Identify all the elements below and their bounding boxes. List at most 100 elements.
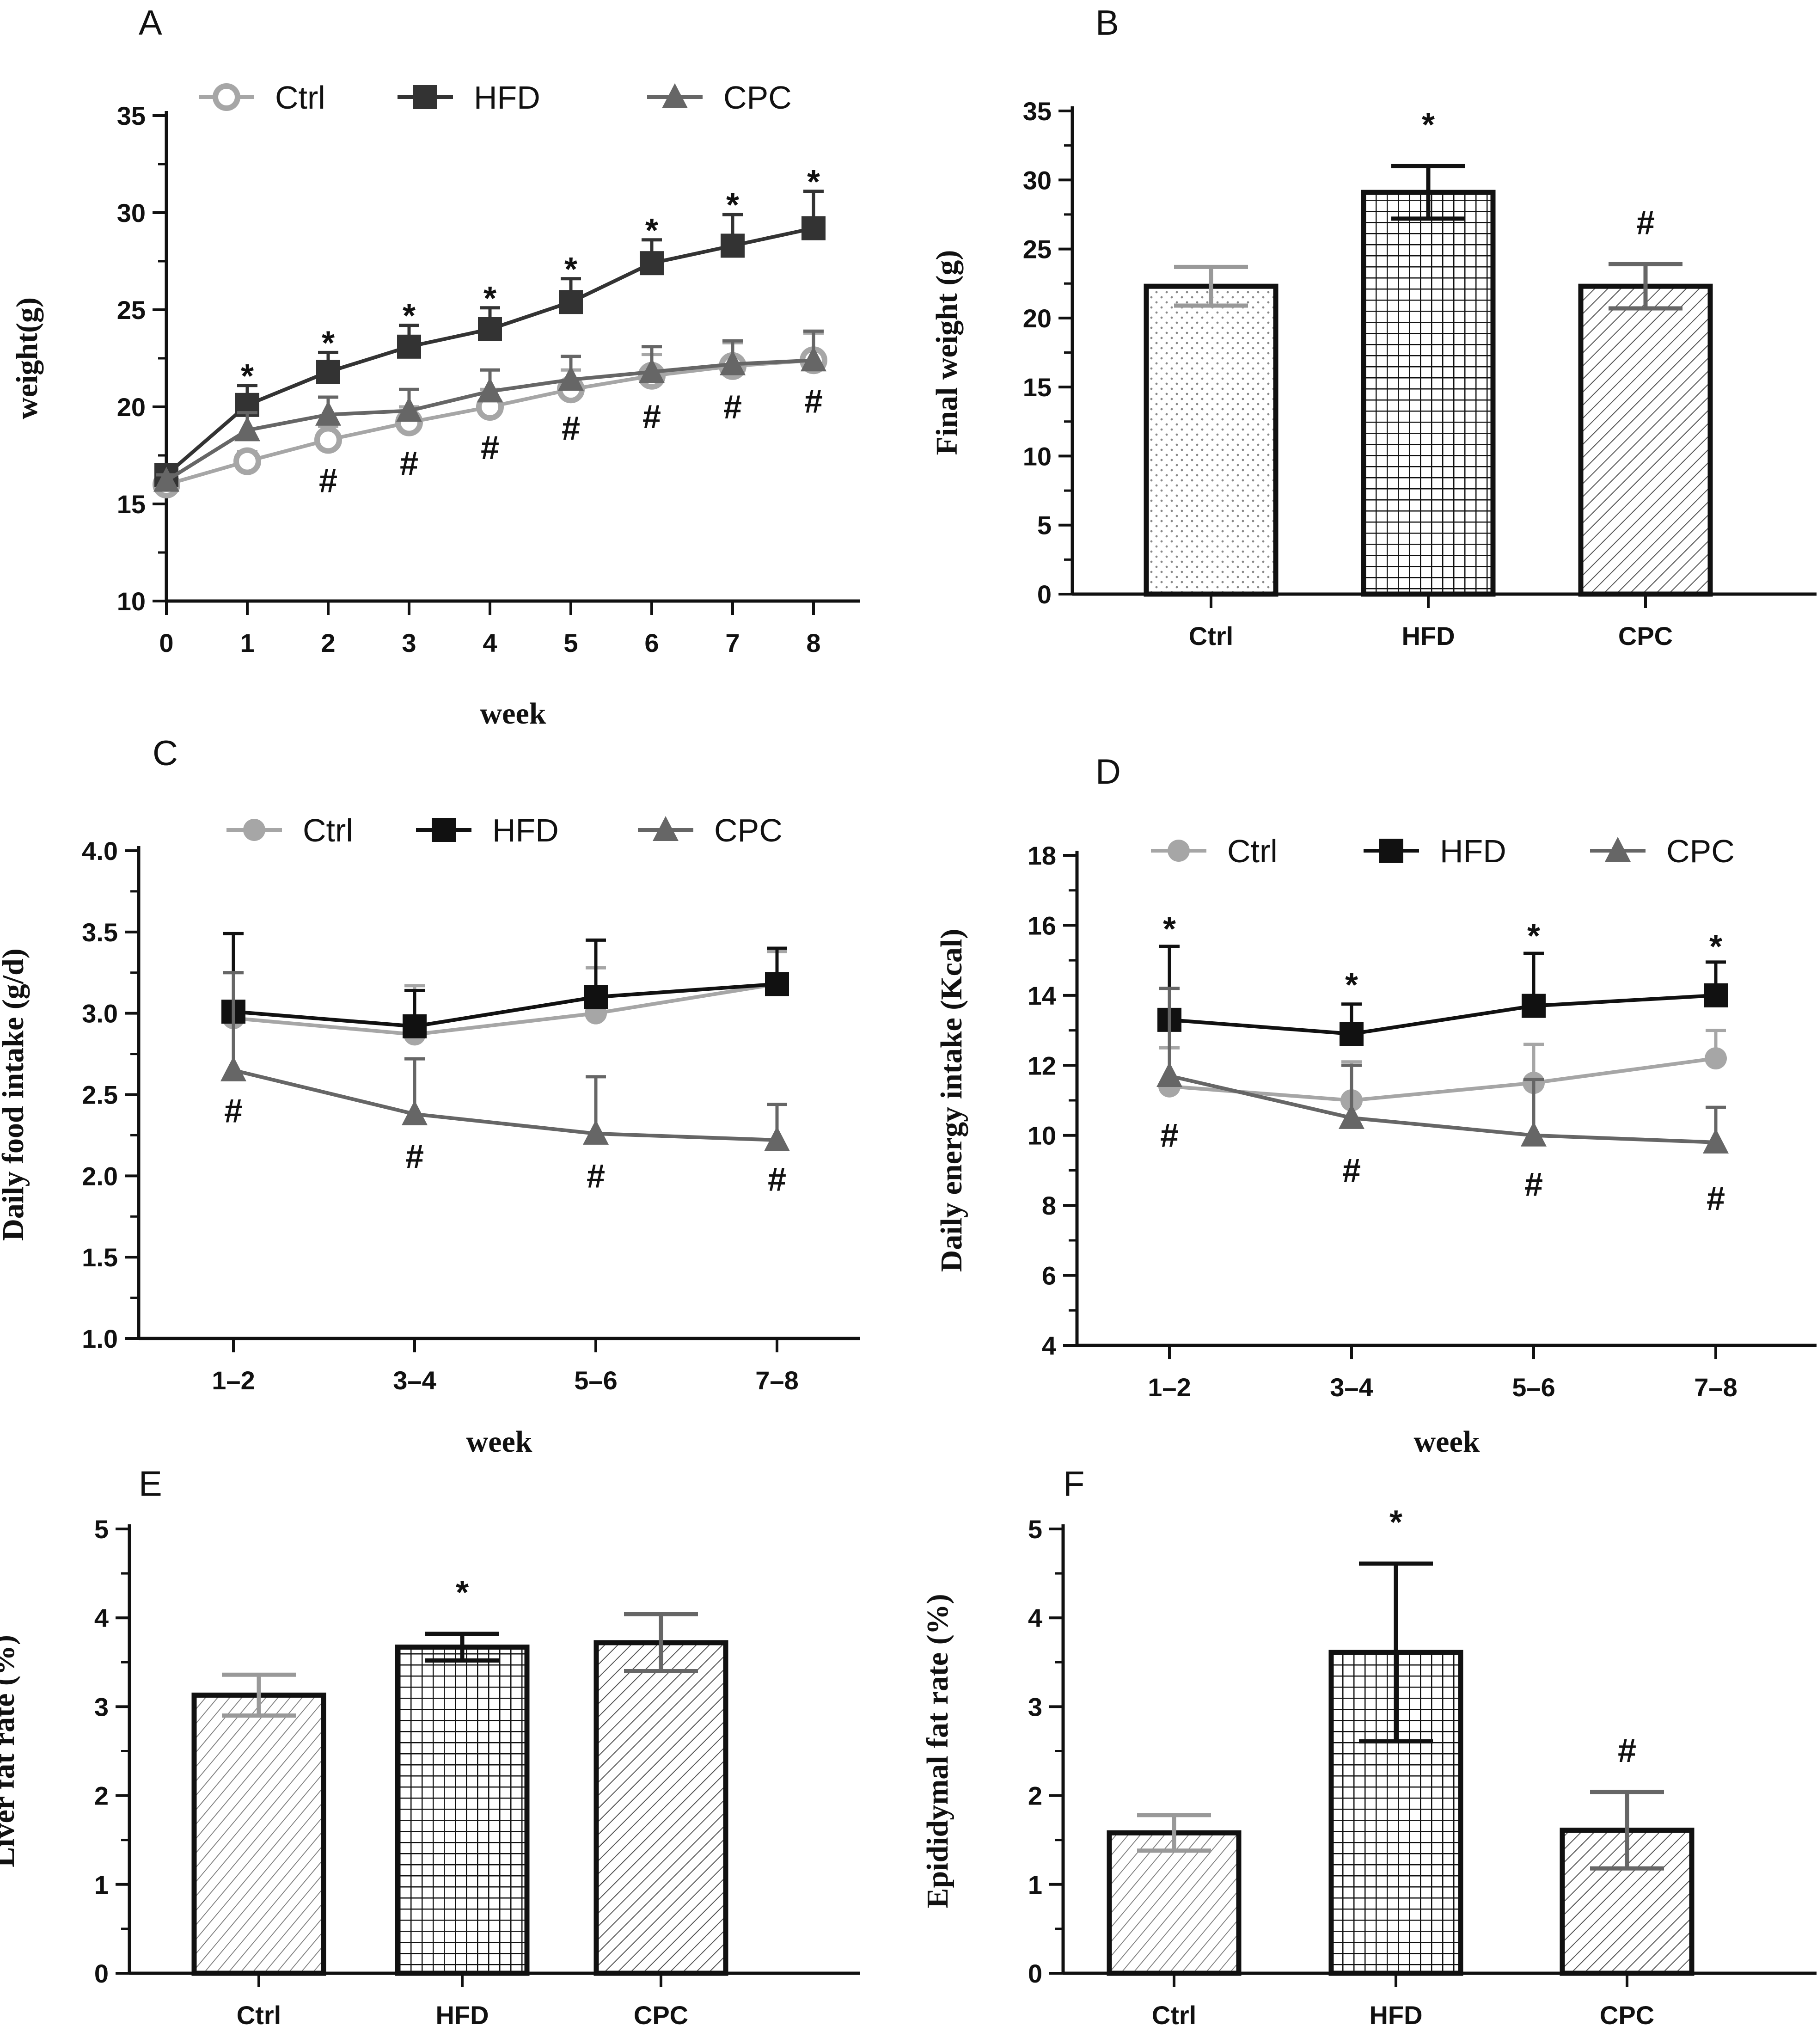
panel-D-x-axis-title: week [1414,1425,1480,1459]
panel-C-x-tick-label: 1–2 [212,1366,255,1395]
panel-A-legend-marker-ctrl [213,83,240,111]
panel-A-point-cpc [558,366,584,391]
panel-B-category-label: Ctrl [1189,621,1233,651]
panel-C-series-line-ctrl [233,982,777,1037]
panel-A-y-tick-label: 25 [117,295,146,325]
panel-D-y-tick-label: 4 [1042,1331,1056,1360]
panel-D-point-cpc [1703,1128,1729,1154]
panel-A-point-ctrl [314,426,342,454]
panel-C-series-line-hfd [233,982,777,1028]
panel-B-bar-ctrl [1144,283,1279,597]
panel-B-y-tick-label: 15 [1023,373,1052,402]
panel-B-y-tick-label: 25 [1023,235,1052,264]
panel-B-significance-mark: * [1422,106,1435,143]
panel-C-point-cpc [583,1119,609,1145]
panel-C-x-tick-label: 7–8 [755,1366,798,1395]
panel-D-significance-mark: * [1709,928,1722,965]
panel-B-category-label: CPC [1618,621,1673,651]
panel-E-category-label: HFD [435,2001,489,2030]
panel-A-significance-mark: # [642,399,661,436]
panel-D-y-tick-label: 14 [1028,981,1056,1010]
panel-D-y-tick-label: 10 [1028,1121,1056,1150]
panel-C-y-tick-label: 4.0 [82,836,118,865]
panel-A-point-hfd [559,290,583,314]
panel-D-point-ctrl [1705,1047,1727,1070]
panel-A-point-cpc [396,397,422,422]
panel-B-bar-hfd [1361,190,1496,597]
panel-E: E 0 1 2 3 4 5 Liver fat rate (%) Ctrl HFD CPC * [0,1464,860,2030]
panel-D-point-hfd [1522,994,1546,1018]
panel-C-y-tick-label: 3.5 [82,918,118,947]
panel-E-significance-mark: * [456,1574,469,1611]
panel-D-label: D [1095,752,1121,792]
panel-C-point-cpc [220,1056,246,1081]
panel-D-legend-label-cpc: CPC [1666,833,1735,869]
panel-A-significance-mark: # [481,430,499,466]
panel-C-point-hfd [403,1014,427,1038]
panel-A-significance-mark: * [807,164,820,201]
panel-F-label: F [1063,1464,1084,1504]
panel-A: A 10 15 20 25 30 35 weight(g) 0 1 2 3 4 5 6 7 8 week * * * * *… [10,3,860,730]
panel-A-significance-mark: * [241,358,254,395]
panel-A-legend-marker-hfd [413,85,437,109]
panel-C-significance-mark: # [405,1138,424,1175]
panel-A-point-cpc [477,377,503,403]
panel-A-x-tick-label: 1 [240,628,254,657]
panel-A-significance-mark: # [400,445,418,482]
panel-F-y-tick-label: 0 [1028,1959,1042,1988]
panel-D-series-line-ctrl [1169,1056,1716,1103]
panel-A-y-tick-label: 30 [117,198,146,227]
panel-A-x-tick-label: 8 [806,628,820,657]
panel-D-x-tick-label: 5–6 [1512,1373,1555,1402]
panel-A-point-hfd [397,334,421,359]
panel-D-x-tick-label: 1–2 [1148,1373,1191,1402]
panel-C-y-tick-label: 1.5 [82,1243,118,1272]
panel-D-significance-mark: # [1160,1117,1179,1154]
panel-B-bar-cpc [1578,283,1713,597]
panel-D-significance-mark: # [1342,1152,1361,1189]
panel-A-significance-mark: * [403,298,416,335]
panel-C: C 1.0 1.5 2.0 2.5 3.0 3.5 4.0 Daily food intake … [0,734,860,1459]
panel-F-bar-ctrl [1107,1830,1242,1976]
panel-A-point-cpc [153,466,179,492]
panel-D-series-line-hfd [1169,993,1716,1036]
panel-A-significance-mark: * [645,212,658,249]
panel-E-y-tick-label: 2 [94,1781,109,1811]
panel-A-x-tick-label: 3 [402,628,416,657]
panel-C-label: C [153,734,178,773]
panel-D-x-tick-label: 7–8 [1694,1373,1737,1402]
panel-F-y-tick-label: 4 [1028,1603,1042,1633]
panel-C-legend-marker-hfd [432,818,456,842]
panel-E-y-tick-label: 0 [94,1959,109,1988]
panel-A-point-hfd [478,317,502,341]
panel-D-y-tick-label: 8 [1042,1191,1056,1220]
panel-E-label: E [139,1464,162,1504]
panel-F-y-tick-label: 5 [1028,1515,1042,1544]
panel-C-y-tick-label: 2.0 [82,1161,118,1191]
panel-A-legend-label-cpc: CPC [723,80,792,116]
panel-C-point-cpc [402,1100,428,1125]
panel-A-legend-label-ctrl: Ctrl [275,80,325,116]
panel-D-legend-label-hfd: HFD [1440,833,1506,869]
panel-D-legend-marker-cpc [1605,837,1631,862]
panel-C-x-tick-label: 5–6 [574,1366,617,1395]
panel-A-significance-mark: # [319,463,337,500]
panel-A-point-cpc [720,350,746,375]
panel-E-bar-cpc [593,1640,728,1976]
panel-A-significance-mark: * [564,251,577,288]
panel-F-category-label: HFD [1369,2001,1422,2030]
panel-A-label: A [139,3,162,43]
panel-F-y-axis-title: Epididymal fat rate (%) [921,1594,954,1908]
panel-B-label: B [1095,3,1119,43]
panel-D-significance-mark: * [1527,918,1540,955]
panel-E-y-tick-label: 3 [94,1692,109,1721]
panel-F-category-label: Ctrl [1152,2001,1196,2030]
panel-C-significance-mark: # [224,1093,243,1130]
panel-A-y-tick-label: 35 [117,101,146,130]
panel-C-y-tick-label: 3.0 [82,999,118,1028]
panel-A-point-cpc [315,400,341,426]
panel-B-y-tick-label: 10 [1023,442,1052,471]
panel-A-x-tick-label: 2 [321,628,335,657]
panel-C-point-hfd [584,985,608,1009]
